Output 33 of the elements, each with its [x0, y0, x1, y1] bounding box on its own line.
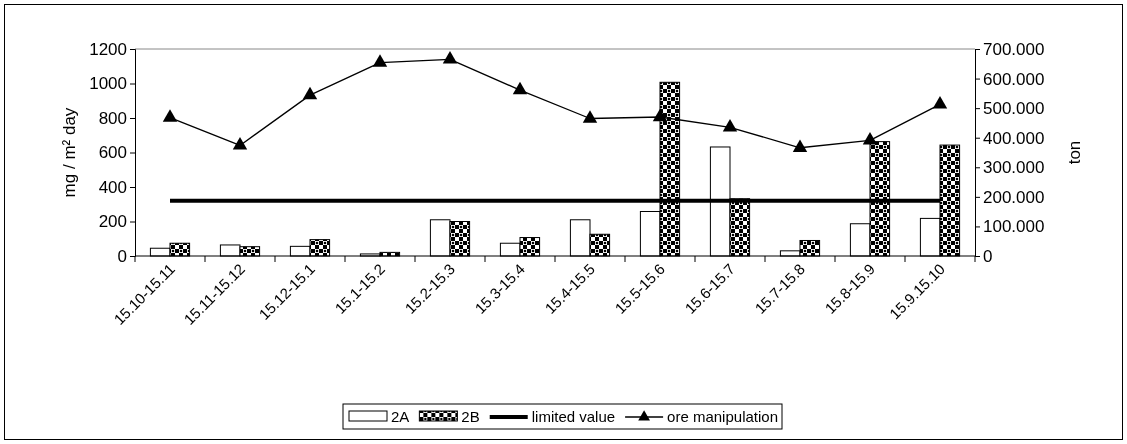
legend-label: 2B: [461, 408, 480, 425]
y-axis-title: mg / m² day: [60, 107, 79, 198]
point: [652, 108, 668, 122]
legend-label: limited value: [531, 408, 616, 425]
y-tick-label: 800: [98, 108, 127, 128]
point: [862, 132, 878, 145]
point: [722, 119, 738, 132]
point: [232, 137, 248, 150]
point: [792, 139, 808, 152]
y2-axis-title: ton: [1065, 140, 1084, 165]
y-tick-label: 1000: [89, 74, 127, 94]
point: [162, 109, 178, 122]
y2-tick-label: 600.000: [983, 69, 1045, 89]
legend-label: ore manipulation: [667, 408, 778, 425]
y2-tick-label: 100.000: [983, 217, 1045, 237]
y2-tick-label: 400.000: [983, 128, 1045, 148]
y2-tick-label: 700.000: [983, 39, 1045, 59]
point: [372, 54, 388, 67]
y2-tick-label: 500.000: [983, 99, 1045, 119]
y-tick-label: 400: [98, 177, 127, 197]
y-tick-label: 600: [98, 143, 127, 163]
legend-label: 2A: [391, 408, 410, 425]
point: [442, 51, 458, 64]
point: [582, 110, 598, 123]
y-tick-label: 200: [98, 212, 127, 232]
point: [512, 81, 528, 95]
y2-tick-label: 0: [983, 246, 993, 266]
point: [932, 95, 948, 109]
y-tick-label: 1200: [89, 39, 127, 59]
y-tick-label: 0: [117, 246, 127, 266]
point: [302, 86, 318, 100]
y2-tick-label: 300.000: [983, 158, 1045, 178]
y2-tick-label: 200.000: [983, 187, 1045, 207]
